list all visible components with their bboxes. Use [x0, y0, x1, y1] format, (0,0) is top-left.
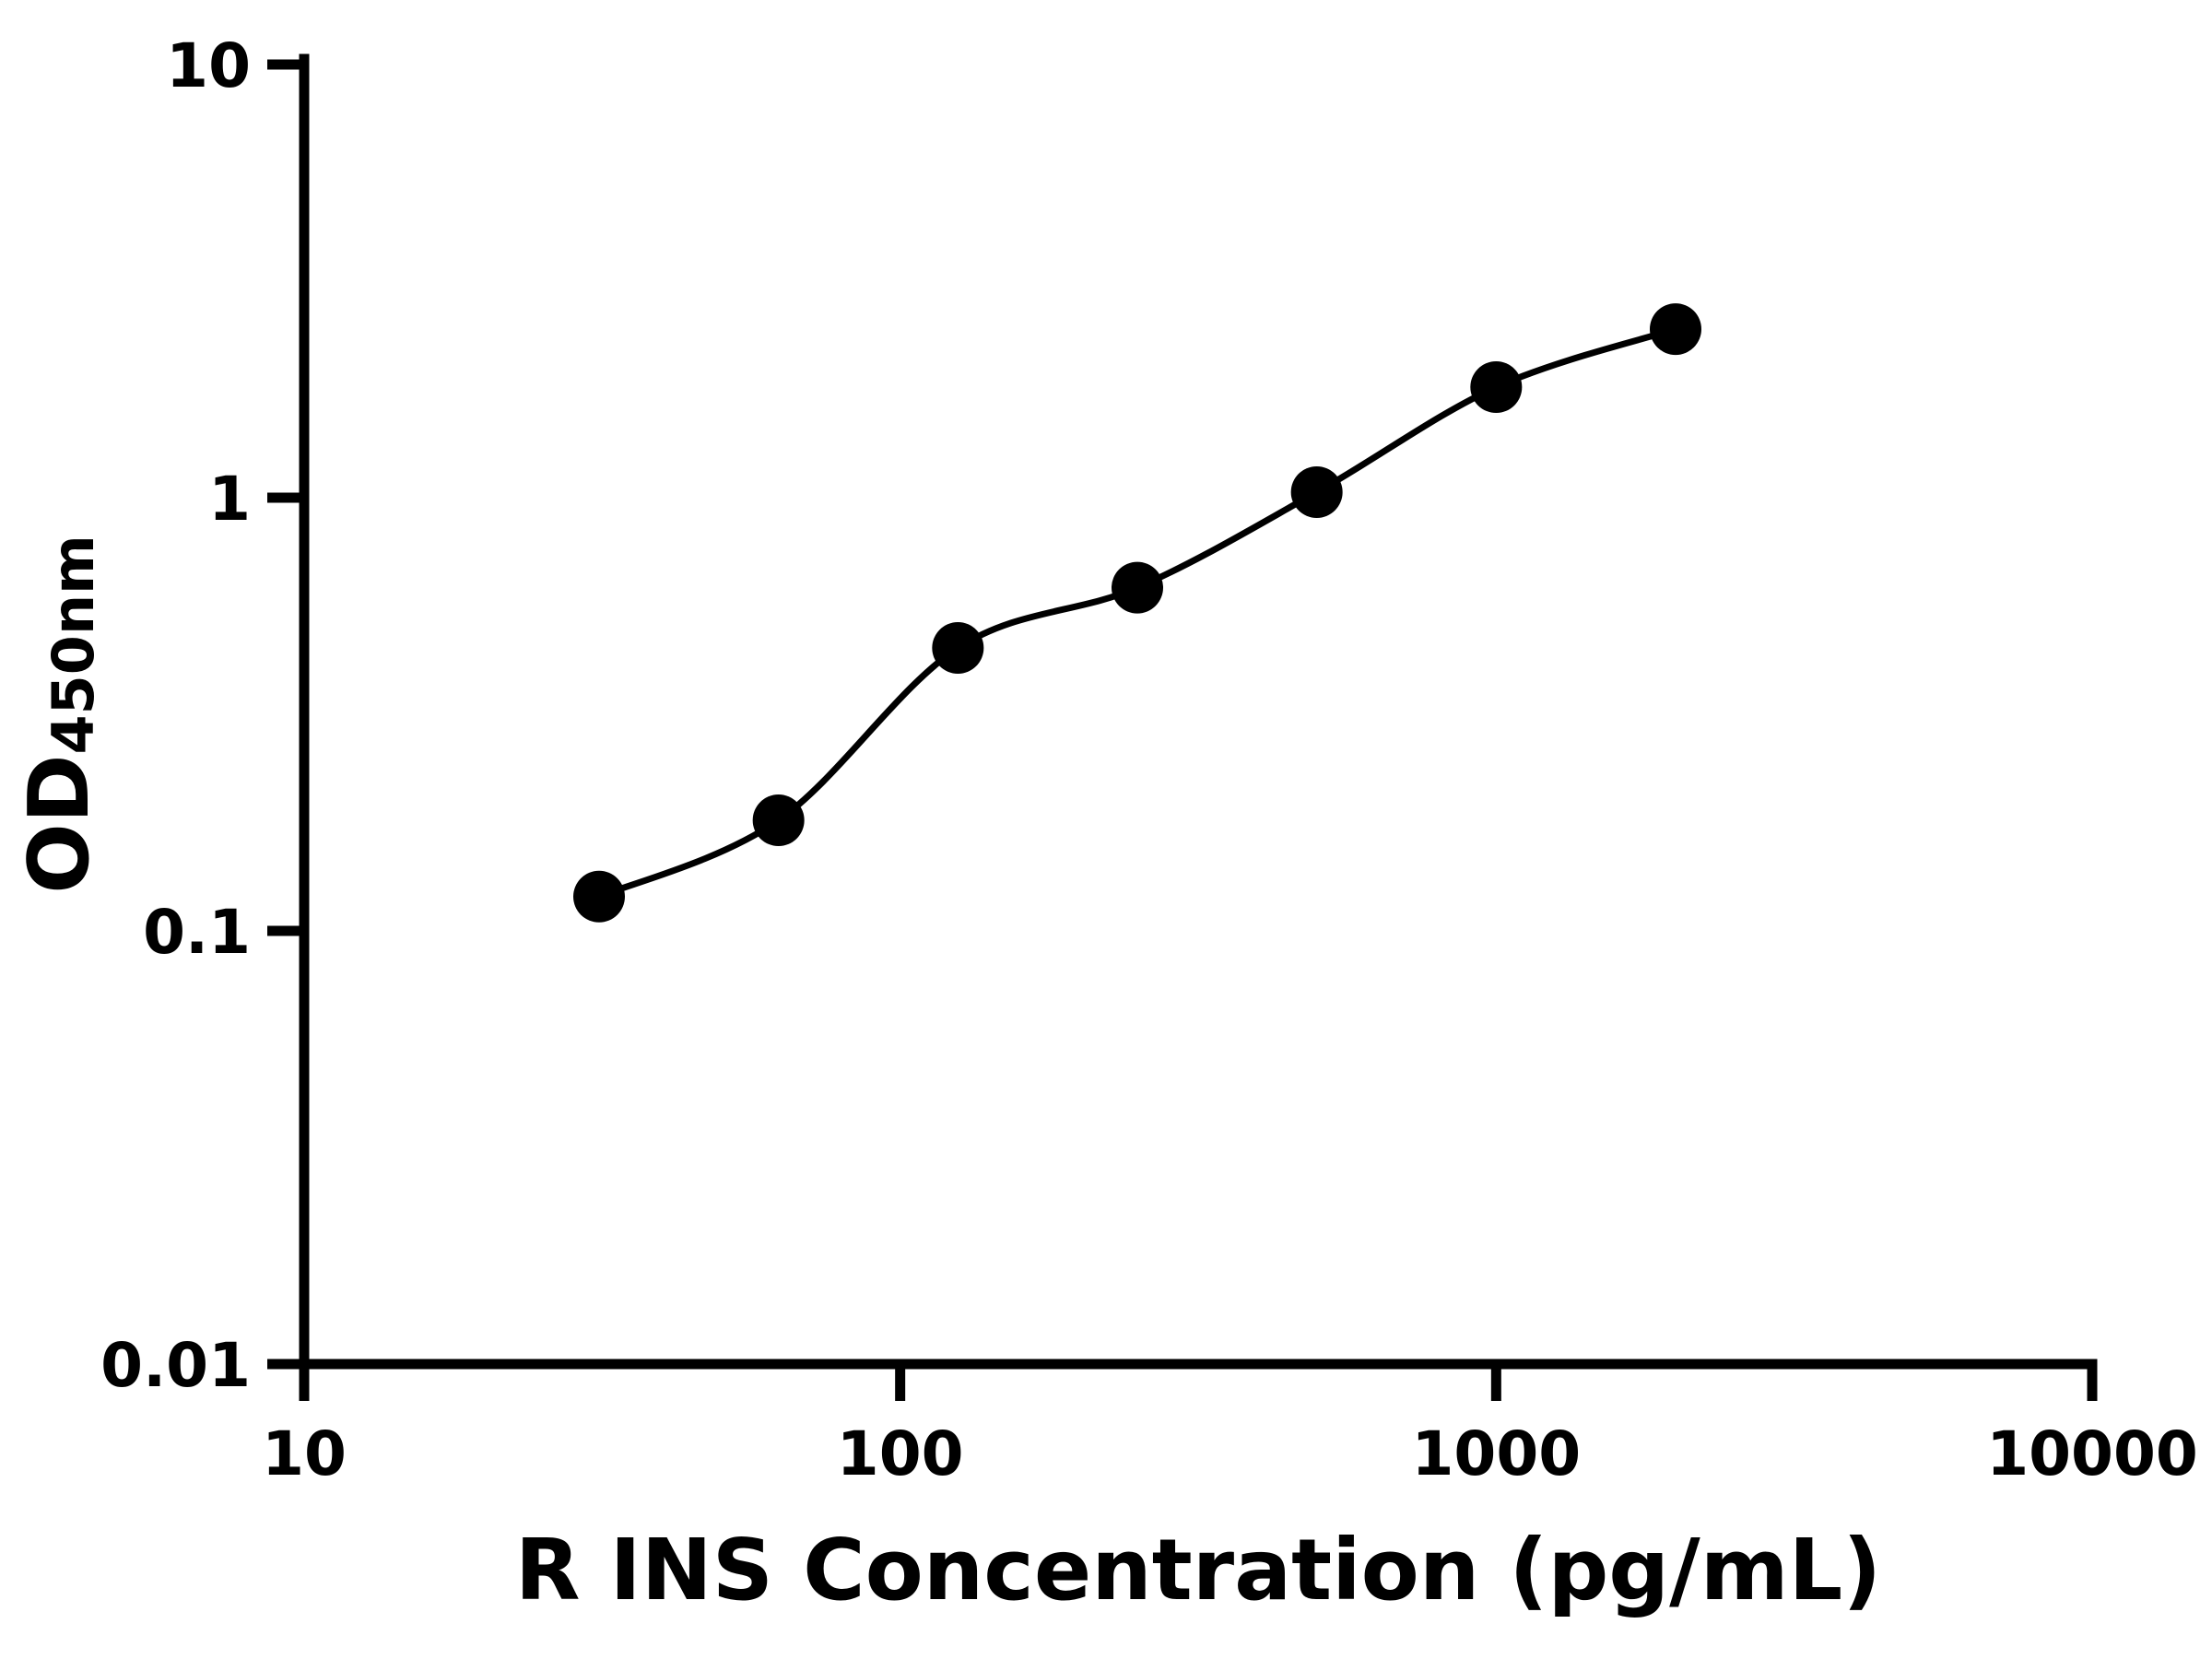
- data-point: [932, 621, 984, 674]
- data-point: [1470, 361, 1523, 414]
- y-tick-label: 10: [166, 30, 251, 101]
- y-axis-title: OD450nm: [11, 535, 108, 893]
- data-point: [573, 870, 626, 923]
- x-tick-label: 1000: [1411, 1418, 1581, 1489]
- data-point: [1112, 561, 1164, 614]
- data-point: [1649, 303, 1701, 356]
- x-axis-title: R INS Concentration (pg/mL): [515, 1521, 1882, 1619]
- x-tick-label: 10000: [1986, 1418, 2198, 1489]
- data-point: [752, 794, 805, 847]
- y-tick-label: 1: [208, 464, 251, 535]
- data-point: [1290, 465, 1343, 518]
- y-tick-label: 0.1: [143, 897, 251, 968]
- axes: [299, 53, 2098, 1370]
- x-tick-label: 10: [262, 1418, 347, 1489]
- x-tick-label: 100: [837, 1418, 964, 1489]
- y-tick-label: 0.01: [100, 1330, 251, 1401]
